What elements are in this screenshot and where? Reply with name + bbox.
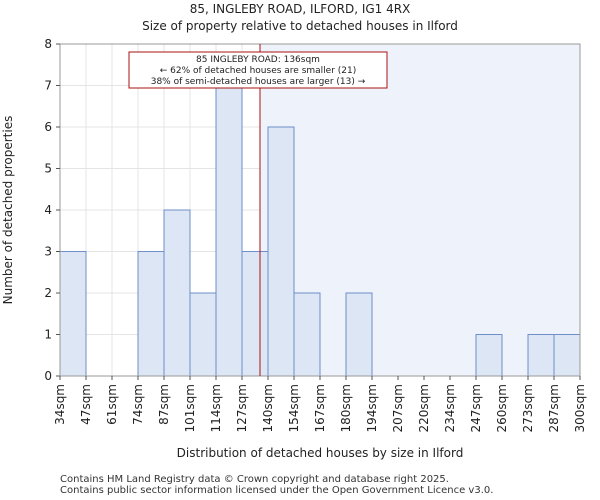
y-tick-label: 4 <box>44 203 52 217</box>
histogram-bar <box>215 85 243 377</box>
annotation-box: 85 INGLEBY ROAD: 136sqm ← 62% of detache… <box>128 51 388 89</box>
y-tick-label: 5 <box>44 162 52 176</box>
y-tick-label: 2 <box>44 286 52 300</box>
histogram-bar <box>241 251 269 377</box>
x-tick-label: 127sqm <box>235 384 249 432</box>
x-tick-label: 101sqm <box>183 384 197 432</box>
histogram-bar <box>137 251 165 377</box>
annotation-line: 85 INGLEBY ROAD: 136sqm <box>196 55 320 65</box>
x-tick-label: 74sqm <box>131 384 145 425</box>
annotation-line: 38% of semi-detached houses are larger (… <box>151 77 366 87</box>
histogram-bar <box>345 292 373 377</box>
x-tick-label: 220sqm <box>417 384 431 432</box>
histogram-bar <box>293 292 321 377</box>
chart-title: 85, INGLEBY ROAD, ILFORD, IG1 4RX <box>189 2 411 16</box>
histogram-bar <box>59 251 87 377</box>
x-tick-label: 114sqm <box>209 384 223 432</box>
histogram-bar <box>163 209 191 377</box>
x-tick-label: 260sqm <box>495 384 509 432</box>
x-tick-label: 194sqm <box>365 384 379 432</box>
y-tick-label: 0 <box>44 369 52 383</box>
x-tick-label: 47sqm <box>79 384 93 425</box>
x-tick-label: 180sqm <box>339 384 353 432</box>
annotation-line: ← 62% of detached houses are smaller (21… <box>160 66 357 76</box>
x-tick-label: 61sqm <box>105 384 119 425</box>
x-tick-label: 87sqm <box>157 384 171 425</box>
x-tick-label: 34sqm <box>53 384 67 425</box>
x-tick-label: 273sqm <box>521 384 535 432</box>
x-tick-label: 167sqm <box>313 384 327 432</box>
y-tick-label: 1 <box>44 328 52 342</box>
attribution-line: Contains public sector information licen… <box>60 485 494 496</box>
x-tick-label: 287sqm <box>547 384 561 432</box>
y-axis-label: Number of detached properties <box>1 116 15 305</box>
histogram-bar <box>475 334 503 377</box>
x-tick-label: 154sqm <box>287 384 301 432</box>
histogram-bar <box>189 292 217 377</box>
attribution-line: Contains HM Land Registry data © Crown c… <box>60 474 449 485</box>
x-tick-label: 207sqm <box>391 384 405 432</box>
x-tick-label: 140sqm <box>261 384 275 432</box>
x-tick-label: 234sqm <box>443 384 457 432</box>
y-tick-label: 3 <box>44 245 52 259</box>
y-tick-label: 8 <box>44 37 52 51</box>
x-tick-label: 300sqm <box>573 384 587 432</box>
chart-subtitle: Size of property relative to detached ho… <box>142 19 458 33</box>
histogram-bar <box>267 126 295 377</box>
histogram-bar <box>527 334 555 377</box>
x-axis-label: Distribution of detached houses by size … <box>177 446 464 460</box>
x-tick-label: 247sqm <box>469 384 483 432</box>
y-tick-label: 7 <box>44 79 52 93</box>
y-tick-label: 6 <box>44 120 52 134</box>
histogram-bar <box>553 334 581 377</box>
